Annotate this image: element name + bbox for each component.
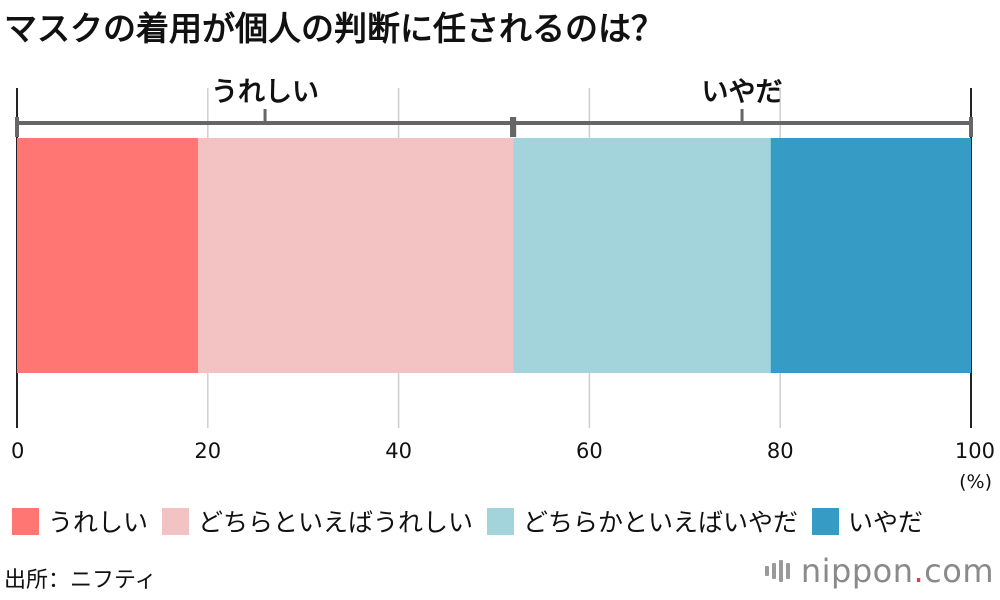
bar-segment-2 (198, 138, 514, 373)
legend-item-1: うれしい (12, 503, 148, 539)
brand-dot: . (913, 552, 925, 590)
x-tick-label-100: 100 (955, 439, 995, 463)
brand-name: nippon (800, 552, 914, 590)
x-tick-label-40: 40 (385, 439, 412, 463)
source-note: 出所：ニフティ (4, 568, 157, 593)
x-tick-label-20: 20 (194, 439, 221, 463)
group-brackets: うれしい いやだ (15, 77, 973, 137)
legend-swatch-4 (812, 507, 840, 535)
x-tick-labels: 0 20 40 60 80 100 (11, 439, 995, 463)
x-unit-label: (%) (959, 471, 992, 493)
bar-segments (17, 138, 971, 373)
legend-item-2: どちらといえばうれしい (162, 503, 473, 539)
legend: うれしい どちらといえばうれしい どちらかといえばいやだ いやだ (12, 503, 937, 539)
legend-item-4: いやだ (812, 503, 923, 539)
bar-segment-1 (17, 138, 199, 373)
legend-swatch-1 (12, 507, 39, 535)
legend-label-2: どちらといえばうれしい (198, 508, 474, 537)
legend-item-3: どちらかといえばいやだ (487, 503, 798, 539)
x-tick-label-80: 80 (767, 439, 794, 463)
legend-swatch-3 (487, 507, 515, 535)
brand-wordmark: nippon.com (801, 552, 994, 590)
chart-title: マスクの着用が個人の判断に任されるのは？ (4, 9, 664, 48)
legend-label-3: どちらかといえばいやだ (523, 508, 799, 537)
logo-bars-icon (764, 560, 793, 582)
group-label-1: うれしい (211, 77, 319, 108)
x-tick-label-60: 60 (576, 439, 603, 463)
legend-swatch-2 (162, 507, 190, 535)
group-label-2: いやだ (702, 77, 783, 108)
bar-chart: うれしい いやだ 0 20 40 60 80 100 (%) (11, 77, 995, 493)
brand-logo: nippon.com (764, 552, 994, 590)
group-bracket-2: いやだ (510, 77, 973, 137)
bar-segment-4 (770, 138, 971, 373)
legend-label-4: いやだ (848, 508, 924, 537)
x-tick-label-0: 0 (11, 439, 24, 463)
bar-segment-3 (513, 138, 771, 373)
legend-label-1: うれしい (48, 508, 149, 537)
brand-tld: com (924, 552, 994, 590)
group-bracket-1: うれしい (15, 77, 517, 137)
